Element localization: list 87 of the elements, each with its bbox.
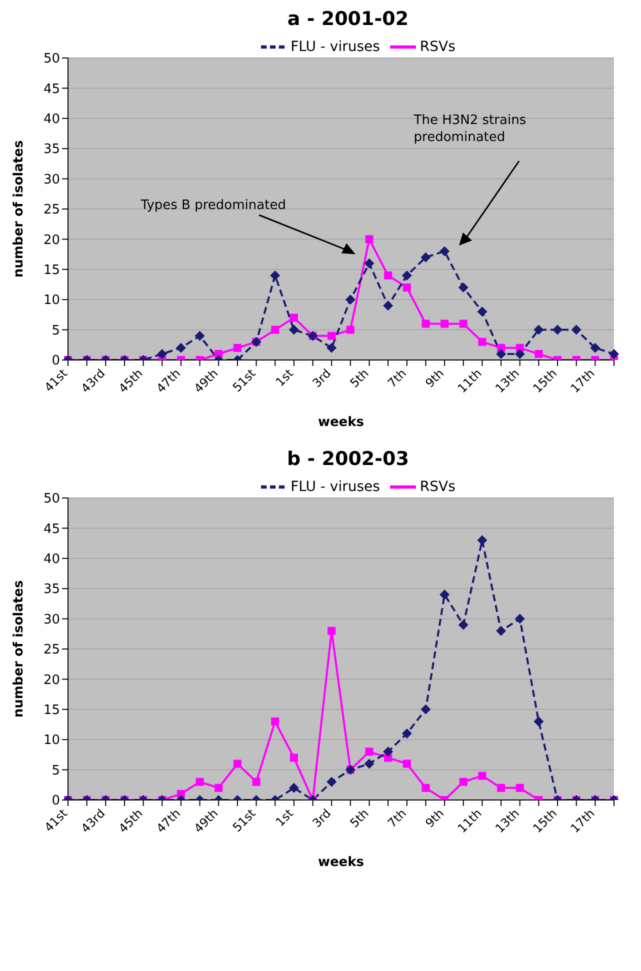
y-tick-label: 0 [52,794,60,809]
legend-label: FLU - viruses [290,38,380,55]
chart-title: b - 2002-03 [286,448,410,470]
legend-label: FLU - viruses [290,478,380,495]
y-tick-label: 10 [43,733,60,748]
point [402,270,412,280]
y-tick-label: 30 [43,612,60,628]
point [440,590,450,600]
y-tick-label: 35 [43,142,60,158]
x-axis-title: weeks [318,415,364,430]
y-tick-label: 15 [43,703,60,718]
point [534,350,543,358]
point [402,284,411,292]
y-tick-label: 10 [43,293,60,308]
point [477,306,488,317]
y-tick-label: 50 [43,52,60,67]
point [271,326,280,334]
y-tick-label: 40 [43,112,60,128]
point [328,332,336,340]
legend-label: RSVs [420,38,456,55]
point [534,324,544,335]
y-tick-label: 20 [43,232,60,248]
y-tick-label: 30 [43,172,60,188]
y-tick-label: 45 [43,522,60,537]
y-tick-label: 5 [52,323,60,338]
point [496,348,506,359]
legend-label: RSVs [420,478,456,495]
x-tick-label: 5th [347,806,372,830]
y-tick-label: 15 [43,263,60,278]
y-axis-title: number of isolates [12,580,27,718]
point [477,535,488,546]
point [345,294,356,305]
point [384,271,392,280]
point [609,348,619,359]
point [420,252,431,262]
point [420,704,431,714]
point [458,282,468,293]
point [270,270,280,280]
annotation: Types B predominated [140,198,286,213]
y-tick-label: 5 [52,763,60,778]
point [176,342,186,353]
point [364,258,374,268]
y-tick-label: 25 [43,202,60,218]
x-tick-label: 9th [422,806,447,830]
point [271,717,280,726]
point [288,324,299,335]
point [194,330,205,341]
point [496,626,506,636]
x-tick-label: 7th [385,806,410,830]
y-axis-title: number of isolates [12,140,27,278]
chart-title: a - 2001-02 [286,8,410,30]
point [422,320,430,328]
y-tick-label: 20 [43,672,60,688]
point [346,326,354,334]
y-tick-label: 40 [43,552,60,568]
point [365,235,374,244]
y-tick-label: 45 [43,82,60,97]
x-tick-label: 3rd [310,806,334,830]
point [571,324,582,335]
point [459,320,468,328]
x-tick-label: 3rd [310,366,334,390]
point [440,246,450,256]
point [514,614,525,624]
x-tick-label: 5th [347,366,372,390]
y-tick-label: 50 [43,492,60,507]
point [458,620,468,630]
annotation: The H3N2 strains predominated [414,112,528,146]
point [478,338,486,346]
point [233,344,242,352]
point [514,348,525,359]
point [383,300,394,311]
x-tick-label: 9th [422,366,447,390]
x-tick-label: 1st [273,366,296,390]
point [590,342,600,353]
x-tick-label: 7th [385,366,410,390]
point [290,314,298,322]
y-tick-label: 25 [43,642,60,658]
point [326,342,337,353]
point [440,320,449,328]
point [534,716,544,726]
x-tick-label: 1st [273,806,296,830]
y-tick-label: 35 [43,582,60,598]
point [157,348,168,359]
y-tick-label: 0 [52,354,60,369]
point [552,324,563,335]
x-axis-title: weeks [318,855,364,870]
point [328,626,336,635]
